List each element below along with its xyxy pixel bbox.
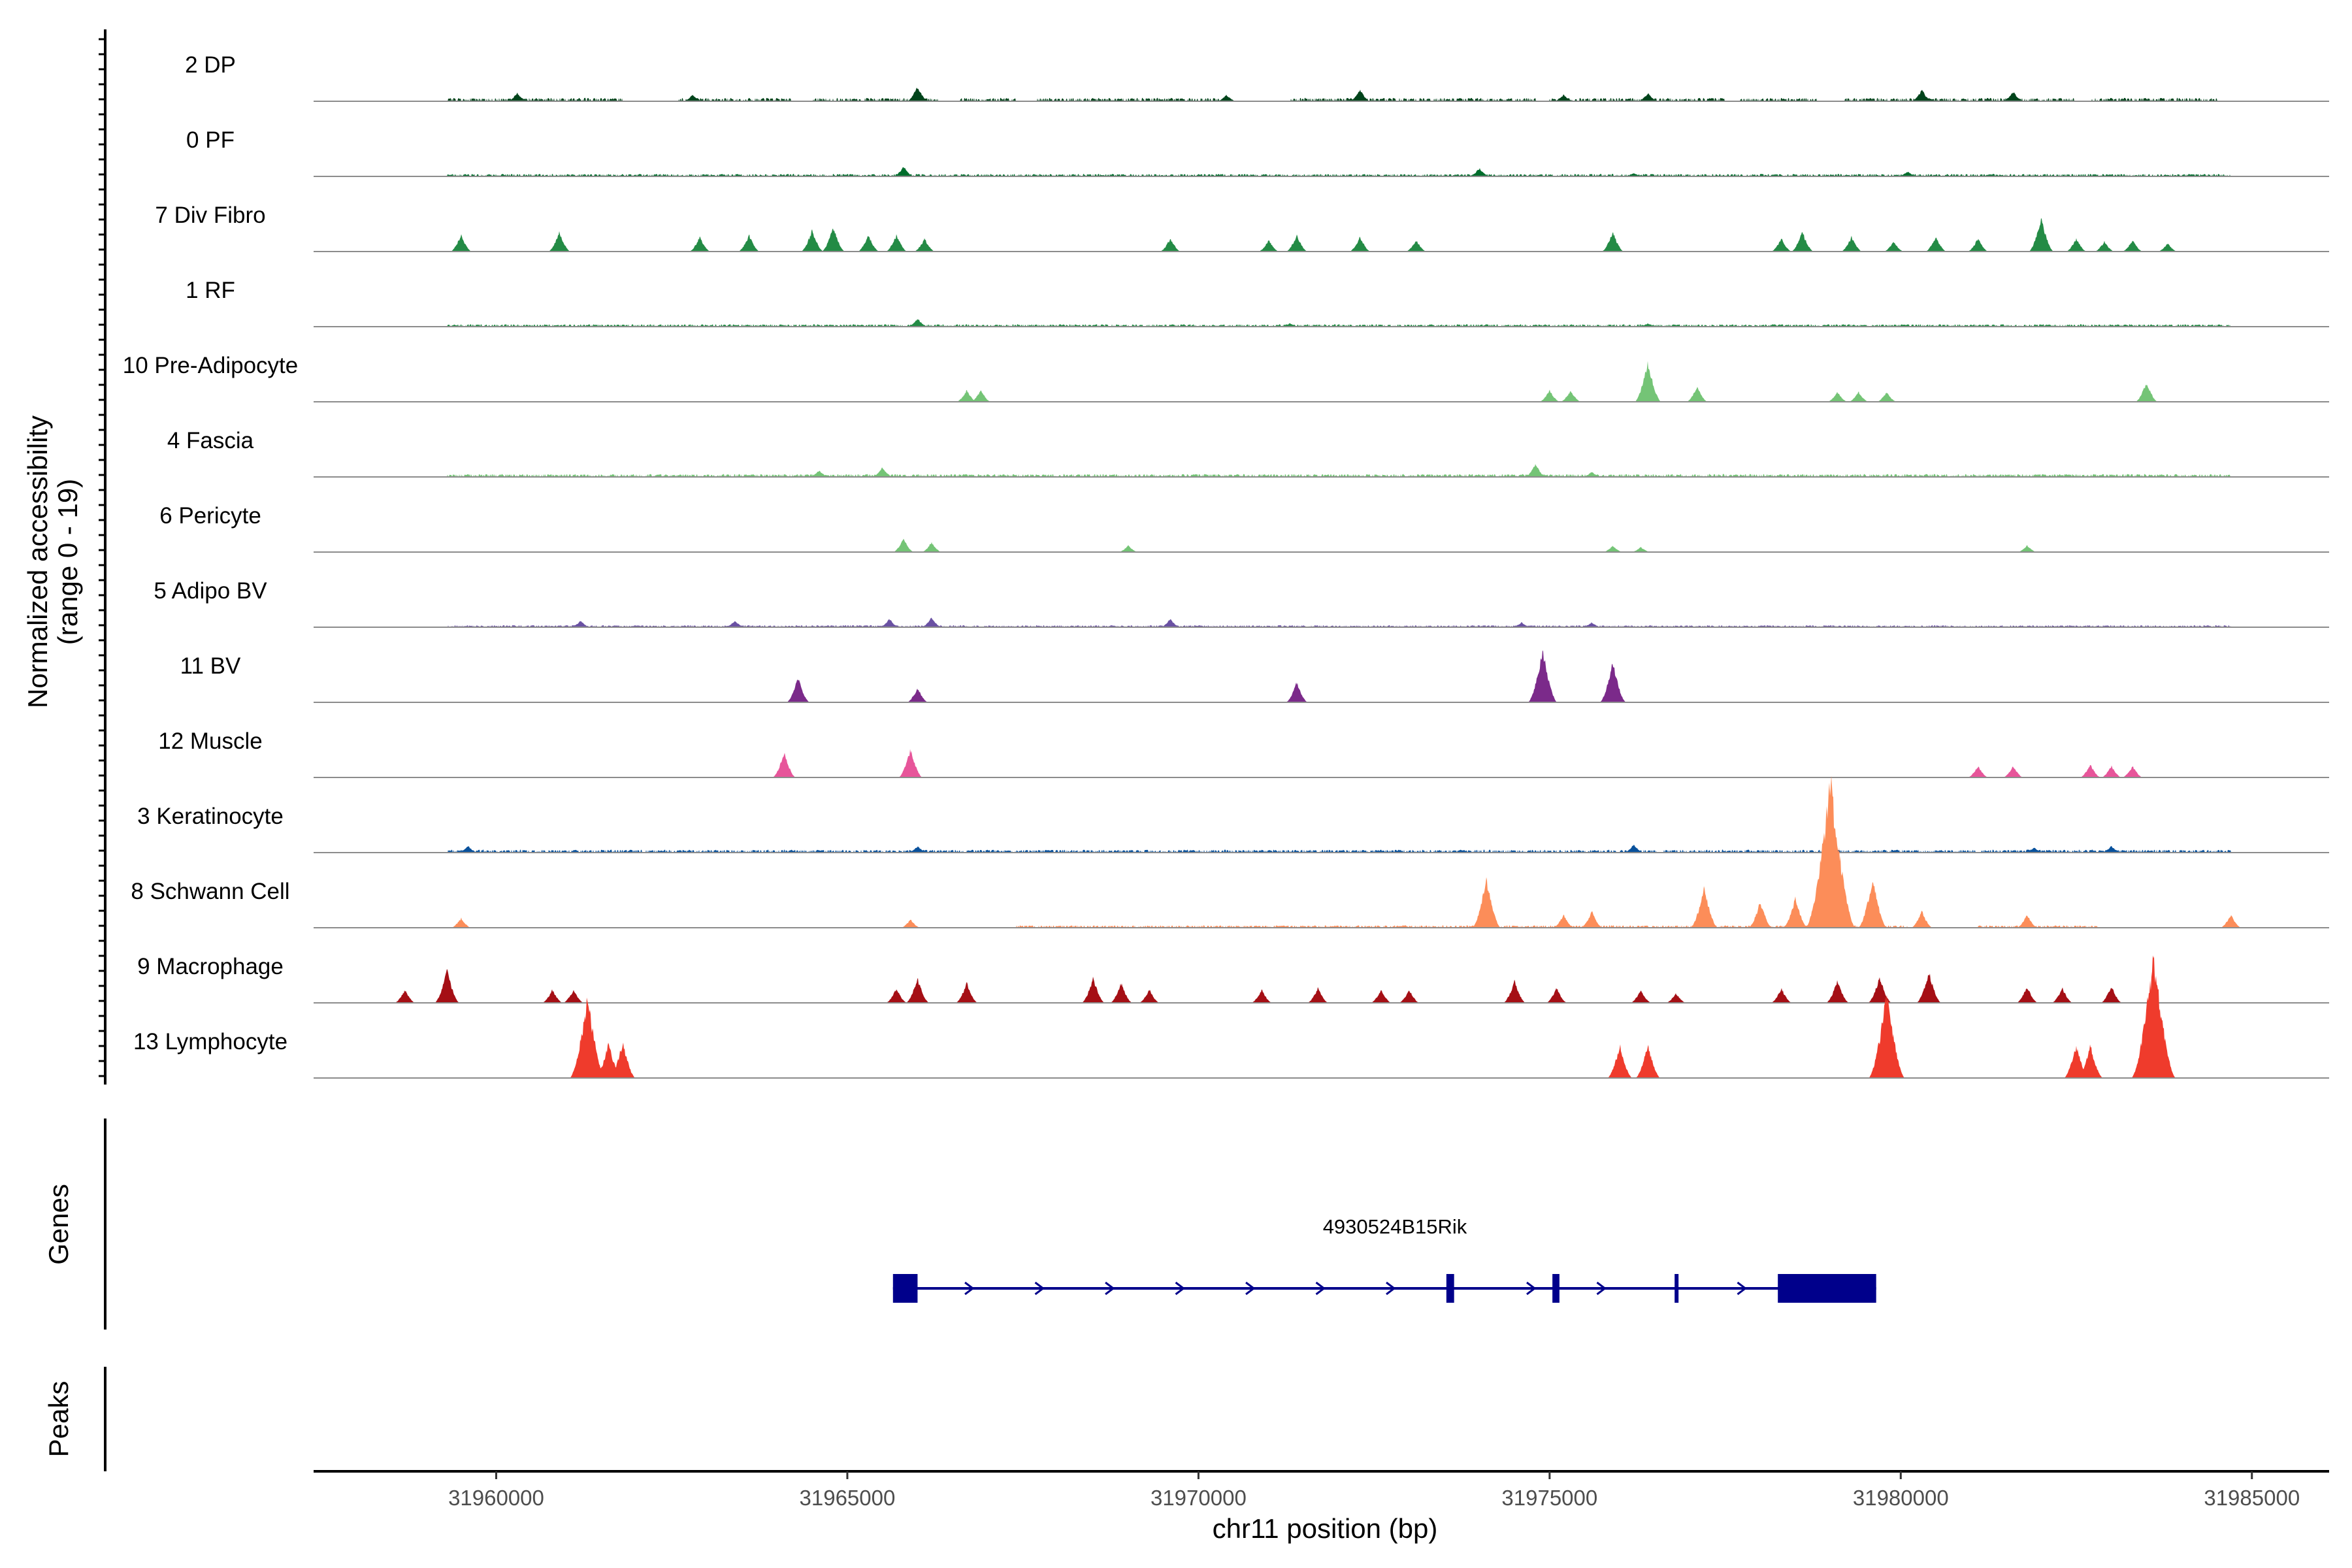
track-label: 6 Pericyte <box>159 503 261 529</box>
gene-track <box>892 1274 1876 1303</box>
strand-arrow <box>1034 1281 1045 1296</box>
track-label: 7 Div Fibro <box>155 203 265 228</box>
strand-arrow <box>1737 1281 1747 1296</box>
coverage-area <box>314 464 2329 477</box>
strand-arrow <box>964 1281 975 1296</box>
track-label: 8 Schwann Cell <box>131 879 289 904</box>
track-label: 11 BV <box>180 653 241 679</box>
coverage-area <box>314 538 2329 552</box>
coverage-area <box>314 844 2329 853</box>
track-label: 12 Muscle <box>158 728 263 754</box>
track-label: 5 Adipo BV <box>154 578 267 604</box>
gene-exon <box>1778 1274 1876 1303</box>
gene-exon <box>1552 1274 1560 1303</box>
coverage-area <box>314 88 2329 101</box>
gene-name-label: 4930524B15Rik <box>1323 1215 1467 1238</box>
track-label: 4 Fascia <box>167 428 254 453</box>
strand-arrow <box>1175 1281 1186 1296</box>
track-5-adipo-bv: 5 Adipo BV <box>154 578 2329 628</box>
y-axis-range-label: (range 0 - 19) <box>52 479 83 645</box>
track-6-pericyte: 6 Pericyte <box>159 503 2329 553</box>
coverage-area <box>314 955 2329 1078</box>
coverage-area <box>314 361 2329 402</box>
peaks-track-label: Peaks <box>43 1381 74 1458</box>
track-2-dp: 2 DP <box>185 52 2329 102</box>
track-13-lymphocyte: 13 Lymphocyte <box>133 955 2329 1079</box>
track-0-pf: 0 PF <box>186 127 2329 177</box>
coverage-area <box>314 969 2329 1003</box>
strand-arrow <box>1386 1281 1396 1296</box>
gene-exon <box>1446 1274 1454 1303</box>
track-12-muscle: 12 Muscle <box>158 728 2329 778</box>
track-label: 2 DP <box>185 52 236 78</box>
track-label: 13 Lymphocyte <box>133 1029 287 1054</box>
track-4-fascia: 4 Fascia <box>167 428 2329 478</box>
track-9-macrophage: 9 Macrophage <box>137 954 2329 1004</box>
x-axis: 31960000 31965000 31970000 31975000 31980000… <box>314 1470 2329 1510</box>
strand-arrow <box>1526 1281 1537 1296</box>
track-1-rf: 1 RF <box>186 278 2329 327</box>
strand-arrow <box>1596 1281 1607 1296</box>
track-label: 9 Macrophage <box>137 954 284 979</box>
coverage-area <box>314 218 2329 252</box>
track-label: 1 RF <box>186 278 235 303</box>
coverage-area <box>314 319 2329 327</box>
x-tick-label: 31985000 <box>2204 1486 2300 1510</box>
x-tick-label: 31960000 <box>448 1486 544 1510</box>
x-tick-label: 31975000 <box>1501 1486 1597 1510</box>
y-axis <box>99 29 106 1085</box>
track-label: 3 Keratinocyte <box>137 804 284 829</box>
track-8-schwann-cell: 8 Schwann Cell <box>131 776 2329 928</box>
x-axis-title: chr11 position (bp) <box>1213 1513 1438 1544</box>
track-10-pre-adipocyte: 10 Pre-Adipocyte <box>123 353 2329 402</box>
track-3-keratinocyte: 3 Keratinocyte <box>137 804 2329 853</box>
track-11-bv: 11 BV <box>180 650 2329 703</box>
coverage-area <box>314 776 2329 928</box>
strand-arrow <box>1315 1281 1326 1296</box>
x-tick-label: 31980000 <box>1853 1486 1949 1510</box>
coverage-area <box>314 749 2329 777</box>
track-label: 10 Pre-Adipocyte <box>123 353 298 378</box>
track-label: 0 PF <box>186 127 235 153</box>
genes-track-label: Genes <box>43 1184 74 1265</box>
coverage-area <box>314 167 2329 176</box>
track-7-div-fibro: 7 Div Fibro <box>155 203 2329 252</box>
gene-exon <box>1674 1274 1679 1303</box>
gene-exon <box>892 1274 918 1303</box>
x-tick-label: 31970000 <box>1151 1486 1247 1510</box>
coverage-tracks: 2 DP 0 PF 7 Div Fibro 1 RF 10 Pre-Adipocyte 4… <box>123 52 2329 1079</box>
coverage-area <box>314 617 2329 627</box>
coverage-area <box>314 650 2329 702</box>
x-tick-label: 31965000 <box>800 1486 896 1510</box>
strand-arrow <box>1105 1281 1115 1296</box>
y-axis-title: Normalized accessibility <box>22 416 53 708</box>
strand-arrow <box>1245 1281 1256 1296</box>
